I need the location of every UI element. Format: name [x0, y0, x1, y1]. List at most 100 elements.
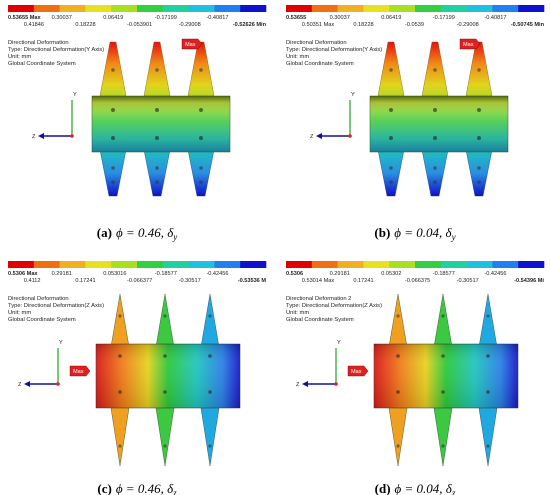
hole: [441, 390, 445, 394]
spike-down: [377, 149, 405, 197]
colorbar-segment: [240, 5, 267, 12]
colorbar-segment: [389, 261, 416, 268]
colorbar-segment: [286, 261, 313, 268]
axis-y-label: Y: [73, 92, 77, 98]
colorbar-segment: [8, 261, 35, 268]
hole: [199, 68, 203, 72]
hole: [486, 444, 490, 448]
hole: [163, 444, 167, 448]
hole: [199, 136, 203, 140]
colorbar-label: 0.30037: [52, 15, 72, 21]
colorbar-label: 0.17241: [353, 278, 373, 284]
axis-y-label: Y: [59, 340, 63, 346]
info-line: Type: Directional Deformation(Y Axis): [286, 47, 382, 53]
hole: [441, 444, 445, 448]
colorbar-segment: [363, 261, 390, 268]
hole: [477, 68, 481, 72]
colorbar-segment: [33, 5, 60, 12]
info-line: Global Coordinate System: [286, 317, 354, 323]
hole: [163, 390, 167, 394]
hole: [163, 314, 167, 318]
max-tag: [181, 38, 203, 50]
spike-down: [187, 149, 215, 197]
hole: [389, 166, 393, 170]
hole: [118, 390, 122, 394]
caption-label: (d): [375, 481, 391, 495]
caption: (d) ϕ = 0.04, δz: [375, 481, 456, 495]
colorbar-segment: [466, 261, 493, 268]
panel: 0.5306 0.29181 0.05302 -0.18577 -0.42456 0.53…: [286, 261, 544, 495]
colorbar-label: -0.18577: [155, 271, 177, 277]
hole: [155, 166, 159, 170]
hole: [199, 180, 203, 184]
axis-z-label: Z: [32, 134, 36, 140]
colorbar-segment: [440, 261, 467, 268]
info-line: Global Coordinate System: [8, 317, 76, 323]
colorbar-label: 0.5306: [286, 271, 303, 277]
colorbar-label: 0.06419: [381, 15, 401, 21]
hole: [477, 180, 481, 184]
info-line: Directional Deformation: [8, 296, 69, 302]
colorbar-segment: [214, 5, 241, 12]
hole: [118, 444, 122, 448]
colorbar-segment: [33, 261, 60, 268]
colorbar-label: 0.30037: [330, 15, 350, 21]
colorbar-label: -0.53536 M: [238, 278, 267, 284]
caption-subscript: z: [451, 488, 456, 495]
max-tag: [347, 365, 369, 377]
colorbar-label: 0.50351 Max: [302, 22, 335, 28]
colorbar-label: 0.06419: [103, 15, 123, 21]
caption: (c) ϕ = 0.46, δz: [97, 481, 177, 495]
hole: [433, 166, 437, 170]
caption-subscript: y: [451, 232, 456, 242]
hole: [477, 136, 481, 140]
caption-text: ϕ = 0.46, δ: [116, 225, 174, 240]
hole: [389, 68, 393, 72]
colorbar-segment: [240, 261, 267, 268]
info-line: Type: Directional Deformation(Z Axis): [8, 303, 104, 309]
colorbar-label: -0.053901: [127, 22, 152, 28]
hole: [486, 354, 490, 358]
info-line: Unit: mm: [8, 310, 31, 316]
max-tag: [459, 38, 481, 50]
colorbar-label: 0.5306 Max: [8, 271, 38, 277]
max-label: Max: [185, 42, 196, 48]
hole: [389, 108, 393, 112]
hole: [486, 314, 490, 318]
hole: [155, 180, 159, 184]
colorbar-label: -0.54396 Mi: [514, 278, 544, 284]
colorbar-label: 0.29181: [52, 271, 72, 277]
axis-z-arrow: [316, 133, 322, 139]
colorbar-label: 0.18228: [75, 22, 95, 28]
colorbar-segment: [337, 261, 364, 268]
axis-z-arrow: [24, 381, 30, 387]
colorbar-segment: [363, 5, 390, 12]
colorbar-label: 0.05302: [381, 271, 401, 277]
colorbar-segment: [518, 5, 545, 12]
spike-down: [465, 149, 493, 197]
hole: [433, 136, 437, 140]
hole: [396, 390, 400, 394]
max-tag: [69, 365, 91, 377]
colorbar-segment: [8, 5, 35, 12]
body-shade: [370, 96, 508, 152]
colorbar-segment: [492, 261, 519, 268]
caption-label: (c): [97, 481, 111, 495]
colorbar-segment: [111, 261, 138, 268]
caption-label: (a): [97, 225, 112, 240]
colorbar-label: -0.42456: [484, 271, 506, 277]
colorbar-segment: [389, 5, 416, 12]
axis-origin: [348, 134, 352, 138]
axis-y-label: Y: [337, 340, 341, 346]
caption-label: (b): [374, 225, 390, 240]
hole: [199, 166, 203, 170]
hole: [118, 314, 122, 318]
colorbar-label: -0.17199: [433, 15, 455, 21]
colorbar-label: -0.18577: [433, 271, 455, 277]
colorbar-label: -0.17199: [155, 15, 177, 21]
hole: [111, 108, 115, 112]
axis-origin: [334, 382, 338, 386]
spike-down: [143, 149, 171, 197]
hole: [486, 390, 490, 394]
